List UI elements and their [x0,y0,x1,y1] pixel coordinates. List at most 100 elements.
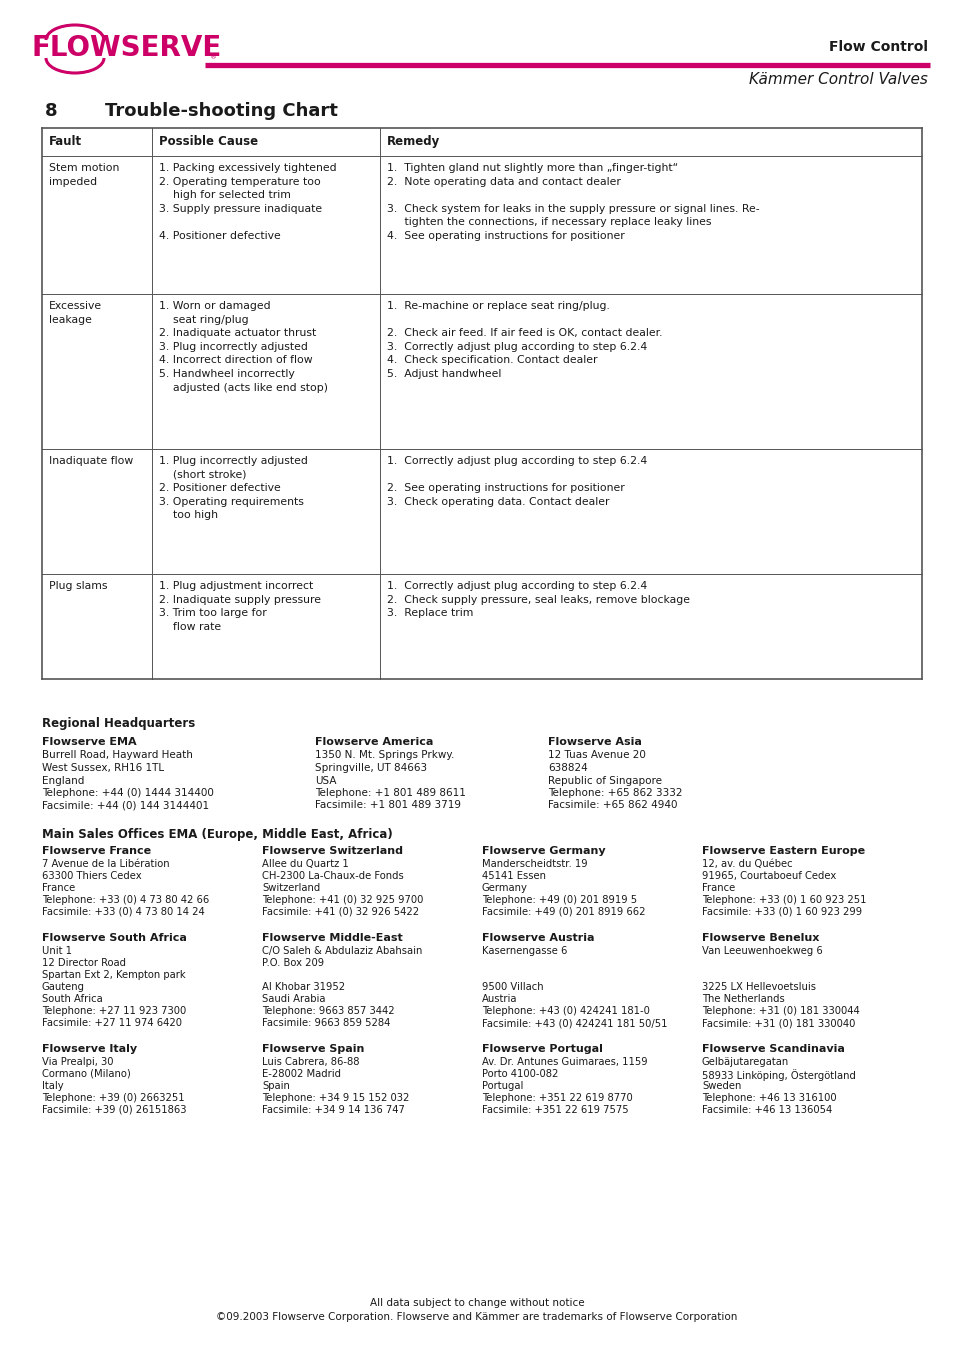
Text: Facsimile: +41 (0) 32 926 5422: Facsimile: +41 (0) 32 926 5422 [262,907,418,917]
Text: 7 Avenue de la Libération: 7 Avenue de la Libération [42,859,170,869]
Text: Al Khobar 31952: Al Khobar 31952 [262,981,345,992]
Text: Austria: Austria [481,994,517,1004]
Text: Flowserve Benelux: Flowserve Benelux [701,933,819,944]
Text: Saudi Arabia: Saudi Arabia [262,994,325,1004]
Text: Fault: Fault [49,135,82,148]
Text: Telephone: +65 862 3332: Telephone: +65 862 3332 [547,788,681,798]
Text: France: France [701,883,735,892]
Text: Facsimile: +49 (0) 201 8919 662: Facsimile: +49 (0) 201 8919 662 [481,907,645,917]
Text: Telephone: +31 (0) 181 330044: Telephone: +31 (0) 181 330044 [701,1006,859,1017]
Text: Excessive
leakage: Excessive leakage [49,301,102,324]
Text: 638824: 638824 [547,763,587,774]
Text: FLOWSERVE: FLOWSERVE [32,34,222,62]
Text: Van Leeuwenhoekweg 6: Van Leeuwenhoekweg 6 [701,946,821,956]
Text: Telephone: +33 (0) 1 60 923 251: Telephone: +33 (0) 1 60 923 251 [701,895,865,905]
Text: Telephone: +33 (0) 4 73 80 42 66: Telephone: +33 (0) 4 73 80 42 66 [42,895,209,905]
Text: 9500 Villach: 9500 Villach [481,981,543,992]
Text: Cormano (Milano): Cormano (Milano) [42,1069,131,1079]
Text: The Netherlands: The Netherlands [701,994,784,1004]
Text: 3225 LX Hellevoetsluis: 3225 LX Hellevoetsluis [701,981,815,992]
Text: 12, av. du Québec: 12, av. du Québec [701,859,792,869]
Text: Telephone: +44 (0) 1444 314400: Telephone: +44 (0) 1444 314400 [42,788,213,798]
Text: Facsimile: +27 11 974 6420: Facsimile: +27 11 974 6420 [42,1018,182,1027]
Text: 58933 Linköping, Östergötland: 58933 Linköping, Östergötland [701,1069,855,1081]
Text: Switzerland: Switzerland [262,883,320,892]
Text: Sweden: Sweden [701,1081,740,1091]
Text: Italy: Italy [42,1081,64,1091]
Text: Flowserve Middle-East: Flowserve Middle-East [262,933,402,944]
Text: 8: 8 [45,103,57,120]
Text: 1.  Correctly adjust plug according to step 6.2.4

2.  See operating instruction: 1. Correctly adjust plug according to st… [387,456,646,506]
Text: Av. Dr. Antunes Guimaraes, 1159: Av. Dr. Antunes Guimaraes, 1159 [481,1057,647,1066]
Text: Flowserve Scandinavia: Flowserve Scandinavia [701,1044,844,1054]
Text: South Africa: South Africa [42,994,103,1004]
Text: Trouble-shooting Chart: Trouble-shooting Chart [105,103,337,120]
Text: All data subject to change without notice: All data subject to change without notic… [370,1297,583,1308]
Text: 1. Worn or damaged
    seat ring/plug
2. Inadiquate actuator thrust
3. Plug inco: 1. Worn or damaged seat ring/plug 2. Ina… [159,301,328,393]
Text: 45141 Essen: 45141 Essen [481,871,545,882]
Text: Flowserve Eastern Europe: Flowserve Eastern Europe [701,846,864,856]
Text: Telephone: +49 (0) 201 8919 5: Telephone: +49 (0) 201 8919 5 [481,895,637,905]
Text: 1.  Tighten gland nut slightly more than „finger-tight“
2.  Note operating data : 1. Tighten gland nut slightly more than … [387,163,759,242]
Text: Inadiquate flow: Inadiquate flow [49,456,133,466]
Text: 63300 Thiers Cedex: 63300 Thiers Cedex [42,871,141,882]
Text: Telephone: +27 11 923 7300: Telephone: +27 11 923 7300 [42,1006,186,1017]
Text: Plug slams: Plug slams [49,580,108,591]
Text: Telephone: +46 13 316100: Telephone: +46 13 316100 [701,1094,836,1103]
Text: Flow Control: Flow Control [828,40,927,54]
Text: Facsimile: +34 9 14 136 747: Facsimile: +34 9 14 136 747 [262,1106,404,1115]
Text: CH-2300 La-Chaux-de Fonds: CH-2300 La-Chaux-de Fonds [262,871,403,882]
Text: Facsimile: +1 801 489 3719: Facsimile: +1 801 489 3719 [314,801,460,810]
Text: ®: ® [210,54,217,59]
Text: Facsimile: +33 (0) 4 73 80 14 24: Facsimile: +33 (0) 4 73 80 14 24 [42,907,205,917]
Text: Flowserve EMA: Flowserve EMA [42,737,136,747]
Text: Unit 1: Unit 1 [42,946,71,956]
Text: Porto 4100-082: Porto 4100-082 [481,1069,558,1079]
Text: Facsimile: 9663 859 5284: Facsimile: 9663 859 5284 [262,1018,390,1027]
Text: Flowserve America: Flowserve America [314,737,433,747]
Text: Spain: Spain [262,1081,290,1091]
Text: Spartan Ext 2, Kempton park: Spartan Ext 2, Kempton park [42,971,186,980]
Text: Kämmer Control Valves: Kämmer Control Valves [748,72,927,86]
Text: Facsimile: +39 (0) 26151863: Facsimile: +39 (0) 26151863 [42,1106,186,1115]
Text: France: France [42,883,75,892]
Text: Springville, UT 84663: Springville, UT 84663 [314,763,427,774]
Text: P.O. Box 209: P.O. Box 209 [262,958,324,968]
Text: Germany: Germany [481,883,527,892]
Text: 1350 N. Mt. Springs Prkwy.: 1350 N. Mt. Springs Prkwy. [314,751,454,760]
Text: Manderscheidtstr. 19: Manderscheidtstr. 19 [481,859,587,869]
Text: Gelbäjutaregatan: Gelbäjutaregatan [701,1057,788,1066]
Text: 1. Plug adjustment incorrect
2. Inadiquate supply pressure
3. Trim too large for: 1. Plug adjustment incorrect 2. Inadiqua… [159,580,320,632]
Text: Regional Headquarters: Regional Headquarters [42,717,195,730]
Text: Telephone: +1 801 489 8611: Telephone: +1 801 489 8611 [314,788,465,798]
Text: 1. Packing excessively tightened
2. Operating temperature too
    high for selec: 1. Packing excessively tightened 2. Oper… [159,163,336,242]
Text: Flowserve Italy: Flowserve Italy [42,1044,137,1054]
Text: Telephone: +41 (0) 32 925 9700: Telephone: +41 (0) 32 925 9700 [262,895,423,905]
Text: Flowserve Asia: Flowserve Asia [547,737,641,747]
Text: Burrell Road, Hayward Heath: Burrell Road, Hayward Heath [42,751,193,760]
Text: Remedy: Remedy [387,135,439,148]
Text: Facsimile: +33 (0) 1 60 923 299: Facsimile: +33 (0) 1 60 923 299 [701,907,862,917]
Text: Stem motion
impeded: Stem motion impeded [49,163,119,186]
Text: Facsimile: +65 862 4940: Facsimile: +65 862 4940 [547,801,677,810]
Text: Flowserve South Africa: Flowserve South Africa [42,933,187,944]
Text: Telephone: +43 (0) 424241 181-0: Telephone: +43 (0) 424241 181-0 [481,1006,649,1017]
Text: Flowserve Germany: Flowserve Germany [481,846,605,856]
Text: Allee du Quartz 1: Allee du Quartz 1 [262,859,349,869]
Text: Facsimile: +46 13 136054: Facsimile: +46 13 136054 [701,1106,831,1115]
Text: C/O Saleh & Abdulaziz Abahsain: C/O Saleh & Abdulaziz Abahsain [262,946,422,956]
Text: Republic of Singapore: Republic of Singapore [547,775,661,786]
Text: Facsimile: +31 (0) 181 330040: Facsimile: +31 (0) 181 330040 [701,1018,855,1027]
Text: Gauteng: Gauteng [42,981,85,992]
Text: Facsimile: +43 (0) 424241 181 50/51: Facsimile: +43 (0) 424241 181 50/51 [481,1018,667,1027]
Text: 91965, Courtaboeuf Cedex: 91965, Courtaboeuf Cedex [701,871,836,882]
Text: Flowserve France: Flowserve France [42,846,151,856]
Text: Facsimile: +44 (0) 144 3144401: Facsimile: +44 (0) 144 3144401 [42,801,209,810]
Text: 1. Plug incorrectly adjusted
    (short stroke)
2. Positioner defective
3. Opera: 1. Plug incorrectly adjusted (short stro… [159,456,308,520]
Text: Luis Cabrera, 86-88: Luis Cabrera, 86-88 [262,1057,359,1066]
Text: Telephone: 9663 857 3442: Telephone: 9663 857 3442 [262,1006,395,1017]
Text: Main Sales Offices EMA (Europe, Middle East, Africa): Main Sales Offices EMA (Europe, Middle E… [42,828,393,841]
Text: Possible Cause: Possible Cause [159,135,258,148]
Text: Portugal: Portugal [481,1081,523,1091]
Text: E-28002 Madrid: E-28002 Madrid [262,1069,340,1079]
